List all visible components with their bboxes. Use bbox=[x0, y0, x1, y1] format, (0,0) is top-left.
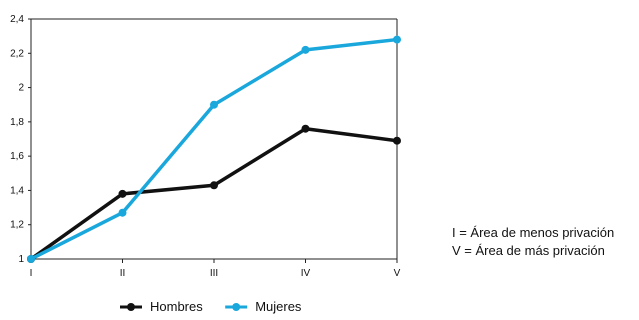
x-tick-label: IV bbox=[301, 268, 311, 279]
y-tick-label: 2,2 bbox=[10, 48, 24, 59]
y-tick-label: 1,6 bbox=[10, 151, 24, 162]
legend-marker-hombres bbox=[127, 303, 135, 311]
series-line-hombres bbox=[29, 126, 399, 261]
data-point-mujeres bbox=[393, 35, 401, 44]
legend-label-hombres: Hombres bbox=[150, 299, 203, 314]
y-tick-label: 1,4 bbox=[10, 185, 24, 196]
x-tick-label: II bbox=[120, 268, 126, 279]
x-tick-label: I bbox=[30, 268, 33, 279]
y-tick-label: 2,4 bbox=[10, 14, 24, 25]
y-tick-label: 2 bbox=[18, 83, 24, 94]
legend-note-area-most: V = Área de más privación bbox=[452, 243, 605, 258]
data-point-mujeres bbox=[210, 100, 218, 109]
y-tick-label: 1,2 bbox=[10, 220, 24, 231]
series-line-mujeres bbox=[29, 37, 399, 261]
legend-marker-mujeres bbox=[232, 303, 241, 311]
data-point-mujeres bbox=[27, 255, 35, 263]
y-tick-label: 1,8 bbox=[10, 117, 24, 128]
data-point-hombres bbox=[393, 136, 401, 145]
data-point-mujeres bbox=[118, 208, 127, 217]
x-tick-label: V bbox=[394, 268, 401, 279]
data-point-hombres bbox=[118, 189, 127, 198]
y-tick-label: 1 bbox=[18, 254, 24, 265]
data-point-mujeres bbox=[301, 45, 310, 54]
data-point-hombres bbox=[210, 181, 218, 190]
legend-label-mujeres: Mujeres bbox=[255, 299, 302, 314]
legend-note-area-least: I = Área de menos privación bbox=[452, 225, 615, 240]
x-tick-label: III bbox=[210, 268, 218, 279]
data-point-hombres bbox=[301, 124, 310, 133]
